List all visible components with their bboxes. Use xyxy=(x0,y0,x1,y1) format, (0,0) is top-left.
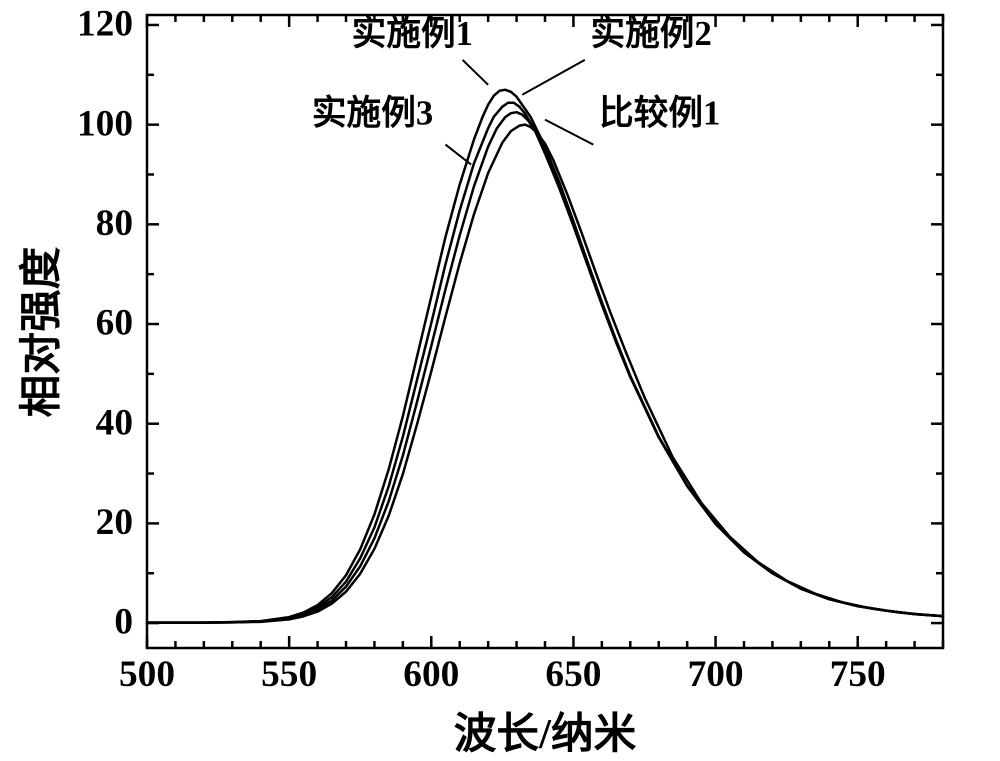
x-tick-label: 500 xyxy=(119,654,175,695)
y-tick-label: 40 xyxy=(96,402,133,443)
y-tick-label: 80 xyxy=(96,203,133,244)
y-tick-label: 60 xyxy=(96,303,133,344)
x-tick-label: 600 xyxy=(403,654,459,695)
y-tick-label: 20 xyxy=(96,502,133,543)
x-tick-label: 750 xyxy=(830,654,886,695)
series-annotation: 实施例3 xyxy=(312,95,433,133)
y-tick-label: 100 xyxy=(77,103,133,144)
spectra-chart: 500 550 600 650 700 750 0 20 40 60 80 100 120 实施例1 实施例… xyxy=(0,0,1000,755)
series-annotation: 实施例2 xyxy=(590,15,711,53)
x-tick-label: 700 xyxy=(688,654,744,695)
x-tick-label: 550 xyxy=(261,654,317,695)
series-annotation: 实施例1 xyxy=(352,15,473,53)
y-axis-label: 相对强度 xyxy=(8,246,69,417)
x-tick-label: 650 xyxy=(545,654,601,695)
y-tick-label: 120 xyxy=(77,4,133,45)
chart-canvas: 500 550 600 650 700 750 0 20 40 60 80 100 120 实施例1 实施例… xyxy=(0,0,1000,755)
y-tick-label: 0 xyxy=(114,602,133,643)
series-annotation: 比较例1 xyxy=(599,95,720,133)
x-axis-label: 波长/纳米 xyxy=(454,700,636,761)
